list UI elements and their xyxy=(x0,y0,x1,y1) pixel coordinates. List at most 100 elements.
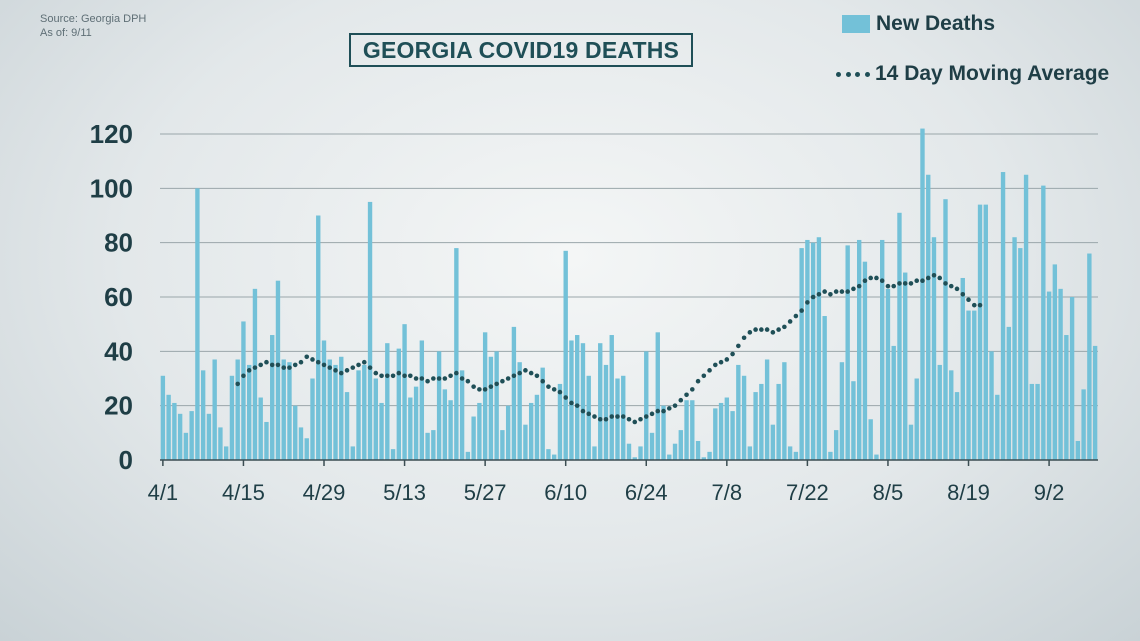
bar xyxy=(373,378,378,460)
moving-average-point xyxy=(902,281,908,286)
moving-average-point xyxy=(373,370,379,376)
moving-average-point xyxy=(574,403,580,408)
bar xyxy=(609,335,614,460)
bar xyxy=(793,451,799,460)
moving-average-point xyxy=(488,384,494,389)
bar xyxy=(534,394,540,460)
bar xyxy=(247,364,252,460)
bar xyxy=(436,351,442,460)
moving-average-point xyxy=(540,378,545,384)
moving-average-point xyxy=(252,365,258,370)
bar xyxy=(419,340,425,460)
moving-average-point xyxy=(672,403,678,408)
moving-average-point xyxy=(241,373,246,379)
moving-average-point xyxy=(292,362,298,368)
bar xyxy=(287,362,292,460)
bar xyxy=(839,362,845,460)
bar xyxy=(926,174,931,460)
bar xyxy=(385,343,390,460)
moving-average-point xyxy=(609,414,615,419)
bar xyxy=(546,449,551,460)
moving-average-point xyxy=(678,397,684,403)
moving-average-point xyxy=(747,330,753,335)
bar xyxy=(667,454,672,460)
moving-average-point xyxy=(845,289,850,294)
bar xyxy=(350,446,355,460)
bar xyxy=(442,389,448,460)
moving-average-point xyxy=(385,373,390,379)
legend-bar-swatch xyxy=(842,15,870,33)
moving-average-point xyxy=(730,351,735,357)
moving-average-point xyxy=(954,286,960,292)
bar xyxy=(390,449,396,460)
bar xyxy=(212,359,217,460)
bar xyxy=(200,370,206,460)
bar xyxy=(799,248,804,460)
moving-average-point xyxy=(275,362,281,368)
moving-average-point xyxy=(338,370,344,376)
legend-item-new-deaths: New Deaths xyxy=(842,12,995,36)
x-tick-label: 6/24 xyxy=(625,480,668,505)
bar xyxy=(753,392,758,460)
moving-average-point xyxy=(620,414,626,419)
bar xyxy=(316,215,321,460)
bar xyxy=(586,375,591,460)
bar xyxy=(304,438,309,460)
bar xyxy=(1052,264,1058,460)
bar xyxy=(1035,383,1040,460)
bar xyxy=(160,375,166,460)
moving-average-point xyxy=(419,376,425,381)
bar xyxy=(275,280,281,460)
moving-average-point xyxy=(304,354,310,360)
x-tick-label: 4/1 xyxy=(148,480,179,505)
moving-average-point xyxy=(787,319,793,324)
bar xyxy=(1081,389,1086,460)
moving-average-point xyxy=(425,378,430,384)
bar xyxy=(851,381,856,460)
bar xyxy=(333,364,338,460)
bar xyxy=(321,340,327,460)
bar xyxy=(413,386,419,460)
moving-average-point xyxy=(517,370,522,376)
bar xyxy=(465,451,471,460)
bar xyxy=(724,397,730,460)
bar xyxy=(983,204,988,460)
moving-average-point xyxy=(931,272,937,278)
bar xyxy=(1058,288,1063,460)
moving-average-point xyxy=(920,278,925,284)
moving-average-point xyxy=(851,286,856,292)
bar xyxy=(183,432,189,460)
y-tick-label: 120 xyxy=(90,119,133,149)
moving-average-point xyxy=(793,313,799,319)
bar xyxy=(523,424,528,460)
moving-average-point xyxy=(690,387,695,392)
bar xyxy=(482,332,488,460)
moving-average-point xyxy=(960,291,966,297)
bar xyxy=(638,446,643,460)
moving-average-point xyxy=(966,297,971,303)
x-tick-label: 8/5 xyxy=(873,480,904,505)
source-line: Source: Georgia DPH xyxy=(40,13,147,25)
bar xyxy=(229,375,235,460)
moving-average-point xyxy=(770,330,776,335)
bar xyxy=(759,383,764,460)
moving-average-point xyxy=(805,300,810,305)
moving-average-point xyxy=(361,359,367,365)
x-tick-label: 6/10 xyxy=(544,480,587,505)
bar xyxy=(770,424,776,460)
bar xyxy=(517,362,522,460)
moving-average-point xyxy=(643,414,649,419)
moving-average-point xyxy=(551,387,557,392)
bar xyxy=(661,405,666,460)
y-tick-label: 20 xyxy=(104,391,133,421)
bar xyxy=(713,408,718,460)
bar xyxy=(1018,248,1023,460)
moving-average-point xyxy=(971,302,977,308)
bar xyxy=(672,443,678,460)
moving-average-point xyxy=(367,365,373,370)
bar xyxy=(949,370,954,460)
moving-average-point xyxy=(713,362,718,368)
y-tick-label: 60 xyxy=(104,282,133,312)
moving-average-point xyxy=(874,275,879,281)
bar xyxy=(528,402,534,460)
